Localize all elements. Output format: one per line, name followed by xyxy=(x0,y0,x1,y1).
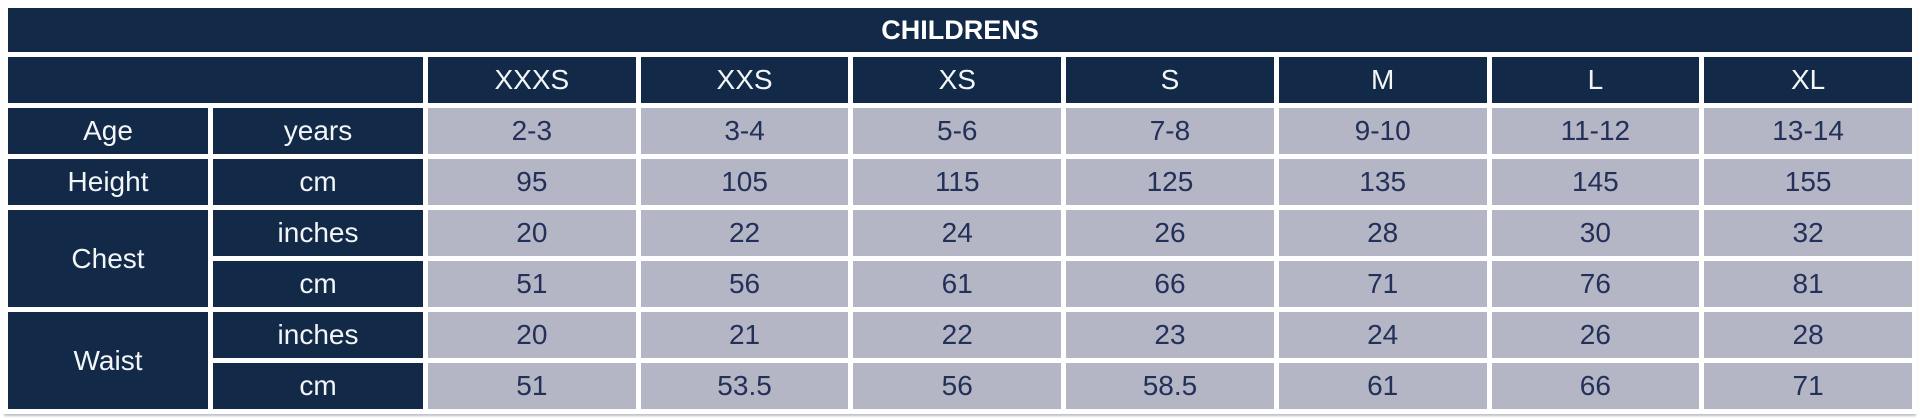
data-cell: 66 xyxy=(1491,363,1700,409)
data-cell: 53.5 xyxy=(640,363,849,409)
row-label-waist: Waist xyxy=(8,312,208,409)
header-spacer-cell xyxy=(8,57,423,103)
chest-inches-row: Chest inches 20 22 24 26 28 30 32 xyxy=(8,210,1912,307)
data-cell: 81 xyxy=(1704,261,1912,307)
data-cell: 20 xyxy=(428,312,636,358)
waist-inches-row: Waist inches 20 21 22 23 24 26 28 xyxy=(8,312,1912,409)
data-cell: 30 xyxy=(1491,210,1700,256)
data-cell: 51 xyxy=(428,261,636,307)
data-cell: 125 xyxy=(1066,159,1274,205)
data-cell: 22 xyxy=(853,312,1062,358)
height-row: Height cm 95 105 115 125 135 145 155 xyxy=(8,159,1912,205)
size-header-s: S xyxy=(1066,57,1274,103)
data-cell: 28 xyxy=(1704,312,1912,358)
data-cell: 56 xyxy=(853,363,1062,409)
data-cell: 155 xyxy=(1704,159,1912,205)
data-cell: 115 xyxy=(853,159,1062,205)
data-cell: 28 xyxy=(1278,210,1487,256)
size-header-xl: XL xyxy=(1704,57,1912,103)
data-cell: 7-8 xyxy=(1066,108,1274,154)
data-cell: 3-4 xyxy=(640,108,849,154)
data-cell: 2-3 xyxy=(428,108,636,154)
data-cell: 66 xyxy=(1066,261,1274,307)
data-cell: 32 xyxy=(1704,210,1912,256)
unit-cell-years: years xyxy=(213,108,423,154)
unit-cell-inches: inches xyxy=(213,210,423,256)
data-cell: 71 xyxy=(1704,363,1912,409)
data-cell: 76 xyxy=(1491,261,1700,307)
data-cell: 5-6 xyxy=(853,108,1062,154)
data-cell: 61 xyxy=(853,261,1062,307)
data-cell: 13-14 xyxy=(1704,108,1912,154)
size-header-row: XXXS XXS XS S M L XL xyxy=(8,57,1912,103)
row-label-chest: Chest xyxy=(8,210,208,307)
data-cell: 24 xyxy=(853,210,1062,256)
size-header-xs: XS xyxy=(853,57,1062,103)
size-header-xxs: XXS xyxy=(640,57,849,103)
data-cell: 145 xyxy=(1491,159,1700,205)
unit-cell-cm: cm xyxy=(213,159,423,205)
row-label-height: Height xyxy=(8,159,208,205)
size-header-xxxs: XXXS xyxy=(428,57,636,103)
data-cell: 61 xyxy=(1278,363,1487,409)
data-cell: 71 xyxy=(1278,261,1487,307)
data-cell: 135 xyxy=(1278,159,1487,205)
data-cell: 51 xyxy=(428,363,636,409)
data-cell: 26 xyxy=(1491,312,1700,358)
size-header-l: L xyxy=(1491,57,1700,103)
size-header-m: M xyxy=(1278,57,1487,103)
data-cell: 95 xyxy=(428,159,636,205)
data-cell: 9-10 xyxy=(1278,108,1487,154)
data-cell: 56 xyxy=(640,261,849,307)
chest-cm-row: cm 51 56 61 66 71 76 81 xyxy=(8,261,1912,307)
data-cell: 58.5 xyxy=(1066,363,1274,409)
data-cell: 22 xyxy=(640,210,849,256)
data-cell: 23 xyxy=(1066,312,1274,358)
data-cell: 21 xyxy=(640,312,849,358)
title-row: CHILDRENS xyxy=(8,8,1912,52)
unit-cell-cm: cm xyxy=(213,261,423,307)
waist-cm-row: cm 51 53.5 56 58.5 61 66 71 xyxy=(8,363,1912,409)
data-cell: 20 xyxy=(428,210,636,256)
chart-title: CHILDRENS xyxy=(8,8,1912,52)
row-label-age: Age xyxy=(8,108,208,154)
unit-cell-inches: inches xyxy=(213,312,423,358)
childrens-size-chart: CHILDRENS XXXS XXS XS S M L XL Age years… xyxy=(3,3,1917,414)
age-row: Age years 2-3 3-4 5-6 7-8 9-10 11-12 13-… xyxy=(8,108,1912,154)
unit-cell-cm: cm xyxy=(213,363,423,409)
data-cell: 105 xyxy=(640,159,849,205)
data-cell: 24 xyxy=(1278,312,1487,358)
data-cell: 26 xyxy=(1066,210,1274,256)
data-cell: 11-12 xyxy=(1491,108,1700,154)
